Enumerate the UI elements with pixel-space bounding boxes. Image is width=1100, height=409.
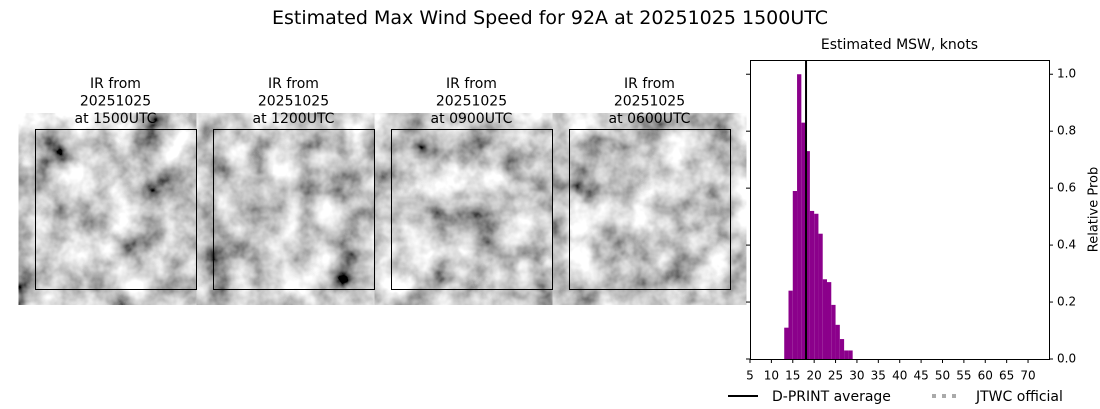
bar bbox=[801, 122, 806, 360]
ir-image bbox=[569, 129, 730, 289]
ir-image bbox=[213, 129, 374, 289]
panel-caption: IR from bbox=[268, 76, 319, 92]
y-tick-label: 0.4 bbox=[1057, 238, 1076, 252]
bar bbox=[835, 324, 840, 359]
y-tick-label: 0.8 bbox=[1057, 124, 1076, 138]
x-tick-label: 40 bbox=[892, 369, 907, 383]
panel-caption: 20251025 bbox=[614, 94, 685, 110]
panel-caption: IR from bbox=[624, 76, 675, 92]
x-tick-label: 55 bbox=[956, 369, 971, 383]
x-tick-label: 25 bbox=[828, 369, 843, 383]
bar bbox=[831, 304, 836, 359]
x-tick-label: 60 bbox=[978, 369, 993, 383]
legend-label: JTWC official bbox=[975, 389, 1063, 405]
panel-caption: 20251025 bbox=[258, 94, 329, 110]
bar bbox=[805, 151, 810, 359]
y-axis-label: Relative Prob bbox=[1087, 167, 1100, 252]
x-tick-label: 15 bbox=[785, 369, 800, 383]
y-tick-label: 0.0 bbox=[1057, 352, 1076, 366]
panel-caption: at 0900UTC bbox=[431, 111, 513, 127]
x-tick-label: 30 bbox=[849, 369, 864, 383]
panel-caption: at 1500UTC bbox=[75, 111, 157, 127]
x-tick-label: 35 bbox=[871, 369, 886, 383]
legend-label: D-PRINT average bbox=[772, 389, 891, 405]
bar bbox=[844, 350, 849, 359]
x-tick-label: 65 bbox=[999, 369, 1014, 383]
bar bbox=[809, 210, 815, 359]
image-frame bbox=[213, 129, 375, 290]
bar bbox=[822, 279, 827, 359]
panel-caption: IR from bbox=[446, 76, 497, 92]
bar bbox=[788, 290, 793, 359]
page-title: Estimated Max Wind Speed for 92A at 2025… bbox=[272, 7, 828, 29]
panel-caption: 20251025 bbox=[436, 94, 507, 110]
chart-title: Estimated MSW, knots bbox=[821, 37, 978, 53]
image-frame bbox=[35, 129, 197, 290]
ir-image bbox=[391, 129, 552, 289]
x-tick-label: 50 bbox=[935, 369, 950, 383]
panel-caption: at 1200UTC bbox=[253, 111, 335, 127]
bar bbox=[826, 282, 832, 359]
x-tick-label: 5 bbox=[746, 369, 754, 383]
y-tick-label: 1.0 bbox=[1057, 67, 1076, 81]
y-tick-label: 0.6 bbox=[1057, 181, 1076, 195]
bar bbox=[848, 350, 853, 359]
bar bbox=[839, 339, 845, 359]
ir-image bbox=[35, 129, 196, 289]
ir-images bbox=[35, 129, 731, 290]
bar bbox=[818, 233, 823, 359]
bar bbox=[792, 190, 798, 359]
panel-caption: IR from bbox=[90, 76, 141, 92]
x-tick-label: 45 bbox=[913, 369, 928, 383]
x-tick-label: 20 bbox=[807, 369, 822, 383]
bar bbox=[814, 213, 819, 359]
image-frame bbox=[391, 129, 553, 290]
x-tick-label: 10 bbox=[764, 369, 779, 383]
x-tick-label: 70 bbox=[1020, 369, 1035, 383]
y-tick-label: 0.2 bbox=[1057, 295, 1076, 309]
bar bbox=[797, 74, 802, 359]
panel-caption: at 0600UTC bbox=[609, 111, 691, 127]
panel-caption: 20251025 bbox=[80, 94, 151, 110]
image-frame bbox=[569, 129, 731, 290]
bar bbox=[784, 327, 789, 359]
